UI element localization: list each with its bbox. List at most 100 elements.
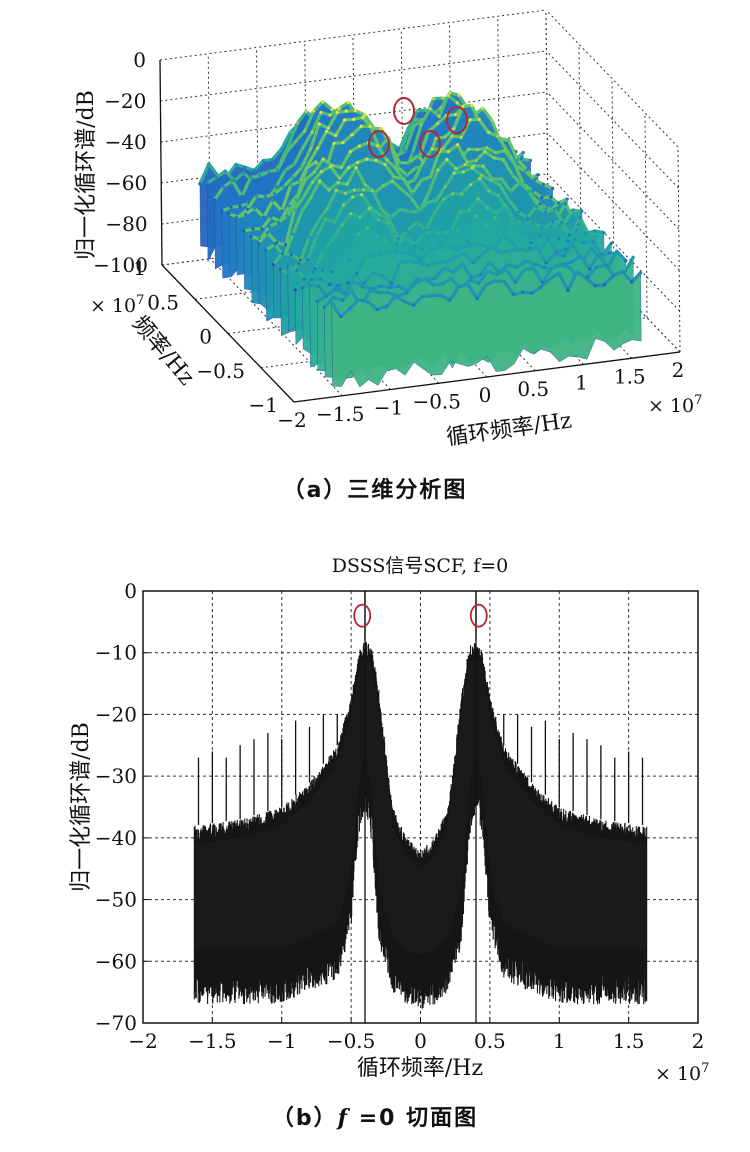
surface-point <box>450 192 455 196</box>
surface-point <box>549 195 553 199</box>
surface-point <box>504 267 508 272</box>
surface-point <box>364 254 368 258</box>
surface-point <box>267 225 271 229</box>
surface-point <box>476 148 480 152</box>
surface-point <box>263 195 267 199</box>
surface-point <box>397 284 401 288</box>
surface-point <box>356 160 360 165</box>
surface-point <box>484 283 488 287</box>
surface-point <box>334 188 338 192</box>
x-tick-label: 2 <box>672 358 685 382</box>
surface-point <box>301 145 305 150</box>
surface-point <box>301 195 306 199</box>
surface-point <box>495 134 500 138</box>
surface-point <box>331 237 335 241</box>
surface-point <box>510 173 515 177</box>
surface-point <box>457 285 461 289</box>
x-tick-label: 0 <box>414 1029 427 1053</box>
surface-point <box>602 283 606 287</box>
surface-point <box>279 147 283 151</box>
surface-point <box>439 293 443 297</box>
surface-point <box>394 166 398 171</box>
surface-point <box>295 121 300 125</box>
surface-point <box>469 182 473 187</box>
surface-point <box>303 129 307 133</box>
surface-point <box>398 260 403 264</box>
surface-point <box>448 91 452 95</box>
surface-point <box>368 288 372 293</box>
x-tick-label: −1.5 <box>316 402 365 426</box>
surface-point <box>365 226 370 230</box>
surface-point <box>315 299 319 304</box>
surface-point <box>573 237 577 241</box>
surface-point <box>489 246 493 250</box>
surface-point <box>553 251 557 256</box>
surface-point <box>580 209 584 213</box>
surface-point <box>540 225 544 229</box>
surface-point <box>458 210 462 214</box>
surface-point <box>366 300 370 304</box>
surface-point <box>474 214 479 218</box>
surface-point <box>229 205 233 209</box>
surface-point <box>520 290 525 294</box>
chart-title: DSSS信号SCF, f=0 <box>332 555 509 577</box>
surface-point <box>288 130 292 134</box>
surface-point <box>483 149 487 154</box>
surface-point <box>418 258 423 262</box>
surface-point <box>240 194 244 199</box>
surface-point <box>422 232 426 236</box>
surface-point <box>638 271 643 275</box>
surface-point <box>516 247 521 251</box>
surface-point <box>330 301 334 305</box>
x-multiplier-2d: × 107 <box>655 1061 709 1085</box>
surface-point <box>252 168 256 172</box>
x-tick-label: −1 <box>267 1029 296 1053</box>
surface-point <box>407 210 411 214</box>
surface-point <box>375 307 379 312</box>
surface-point <box>414 166 418 170</box>
surface-point <box>398 207 402 211</box>
x-tick-label: 1.5 <box>614 364 646 388</box>
grid-line <box>209 258 343 397</box>
surface-point <box>480 252 484 256</box>
surface-point <box>320 268 324 272</box>
surface-point <box>412 124 416 128</box>
peak-markers-3d <box>368 97 468 158</box>
surface-point <box>479 173 484 177</box>
surface-point <box>400 251 404 255</box>
surface-point <box>493 279 497 283</box>
surface-point <box>541 182 546 186</box>
surface-point <box>330 107 334 112</box>
x-tick-label: −1 <box>374 396 403 420</box>
surface-point <box>385 158 389 162</box>
surface-point <box>538 202 542 206</box>
surface-point <box>481 106 485 110</box>
surface-point <box>604 263 608 268</box>
surface-point <box>319 277 323 281</box>
y-tick-label: 1 <box>133 256 146 280</box>
surface-point <box>386 290 390 294</box>
surface-point <box>321 100 325 104</box>
x-tick-label: −0.5 <box>412 389 461 413</box>
surface-point <box>328 164 333 169</box>
caption-b: （b）f =0 切面图 <box>271 1105 479 1131</box>
surface-point <box>422 277 426 281</box>
surface-point <box>489 178 493 182</box>
surface-point <box>447 237 451 241</box>
surface-point <box>441 96 445 100</box>
surface-point <box>436 168 440 172</box>
surface-point <box>509 189 513 193</box>
surface-point <box>428 107 432 111</box>
surface-point <box>312 109 316 113</box>
chart-2d-slice: DSSS信号SCF, f=0 −2 −1.5 −1 −0.5 0 0.5 1 1.5 2 0 −10… <box>69 555 709 1085</box>
surface-point <box>452 127 456 131</box>
grid-line <box>546 132 680 271</box>
svg-text:× 107: × 107 <box>648 393 702 417</box>
surface-point <box>417 260 421 264</box>
surface-point <box>318 179 322 183</box>
surface-point <box>498 250 502 254</box>
surface-point <box>470 103 474 107</box>
surface-point <box>487 189 491 193</box>
surface-point <box>405 229 410 234</box>
surface-point <box>446 149 451 154</box>
